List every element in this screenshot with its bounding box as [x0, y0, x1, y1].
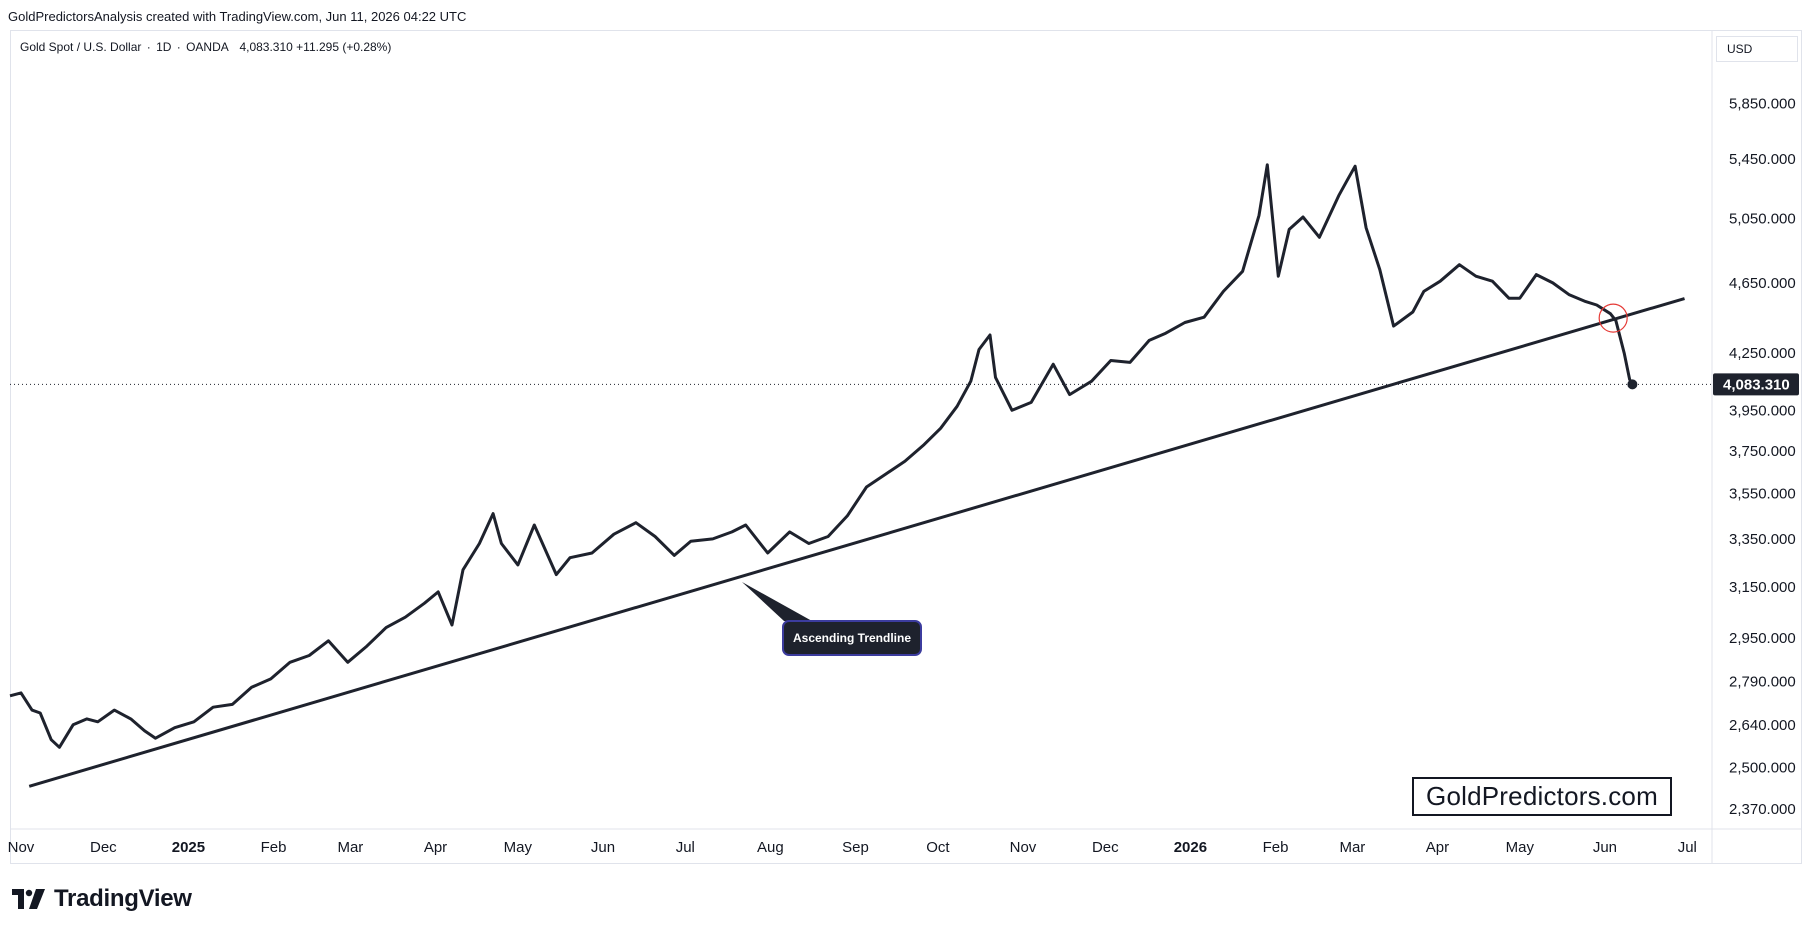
y-tick-label: 5,050.000: [1729, 211, 1796, 228]
x-tick-label: Apr: [1426, 839, 1449, 856]
x-tick-label: Jun: [1593, 839, 1617, 856]
trendline-callout[interactable]: Ascending Trendline: [742, 582, 922, 656]
x-tick-label: May: [1506, 839, 1535, 856]
legend-source: OANDA: [186, 40, 229, 54]
callout-box: [782, 620, 922, 656]
chart-attribution: GoldPredictorsAnalysis created with Trad…: [8, 9, 467, 24]
x-axis-ticks: Nov Dec 2025 Feb Mar Apr May Jun Jul Aug Sep Oct Nov…: [8, 839, 1697, 856]
x-tick-label: 2026: [1174, 839, 1207, 856]
y-tick-label: 3,750.000: [1729, 443, 1796, 460]
y-tick-label: 3,550.000: [1729, 486, 1796, 503]
x-tick-label: Jul: [676, 839, 695, 856]
x-tick-label: Aug: [757, 839, 784, 856]
y-tick-label: 2,950.000: [1729, 630, 1796, 647]
y-tick-label: 3,950.000: [1729, 402, 1796, 419]
chart-frame: [10, 30, 1802, 864]
last-price-tag-label: 4,083.310: [1723, 376, 1790, 393]
y-tick-label: 2,640.000: [1729, 717, 1796, 734]
y-axis-ticks: 2,370.000 2,500.000 2,640.000 2,790.000 2,95…: [1729, 96, 1796, 818]
callout-label: Ascending Trendline: [793, 631, 911, 645]
currency-selector[interactable]: USD: [1716, 36, 1798, 62]
x-tick-label: May: [504, 839, 533, 856]
x-tick-label: Sep: [842, 839, 869, 856]
x-tick-label: Feb: [1263, 839, 1289, 856]
x-tick-label: Oct: [926, 839, 950, 856]
y-tick-label: 2,500.000: [1729, 759, 1796, 776]
x-tick-label: Dec: [1092, 839, 1119, 856]
x-tick-label: Jul: [1678, 839, 1697, 856]
y-tick-label: 4,650.000: [1729, 275, 1796, 292]
x-tick-label: Nov: [8, 839, 35, 856]
tradingview-logo-icon: [12, 889, 45, 909]
x-tick-label: Mar: [1339, 839, 1365, 856]
legend-symbol: Gold Spot / U.S. Dollar: [20, 40, 142, 54]
last-price-tag-box: [1713, 373, 1799, 396]
legend-interval: 1D: [156, 40, 172, 54]
x-tick-label: Nov: [1010, 839, 1037, 856]
legend-change: +11.295 (+0.28%): [296, 40, 392, 54]
callout-pointer: [742, 582, 812, 621]
y-tick-label: 2,790.000: [1729, 674, 1796, 691]
x-tick-label: Jun: [591, 839, 615, 856]
watermark-label: GoldPredictors.com: [1412, 777, 1672, 816]
legend-last-price: 4,083.310: [239, 40, 293, 54]
y-tick-label: 3,150.000: [1729, 579, 1796, 596]
tradingview-footer[interactable]: TradingView: [12, 885, 192, 913]
x-tick-label: 2025: [172, 839, 205, 856]
y-tick-label: 5,850.000: [1729, 96, 1796, 113]
y-tick-label: 5,450.000: [1729, 151, 1796, 168]
price-series-line[interactable]: [9, 163, 1634, 749]
x-tick-label: Feb: [261, 839, 287, 856]
last-price-dot: [1627, 379, 1638, 390]
x-tick-label: Apr: [424, 839, 447, 856]
y-tick-label: 3,350.000: [1729, 531, 1796, 548]
last-price-tag: 4,083.310: [1713, 373, 1799, 396]
x-tick-label: Mar: [337, 839, 363, 856]
trendline-break-marker[interactable]: [1598, 303, 1628, 333]
y-tick-label: 2,370.000: [1729, 801, 1796, 818]
tradingview-brand-text: TradingView: [54, 885, 192, 912]
ascending-trendline[interactable]: [28, 297, 1685, 788]
y-tick-label: 4,250.000: [1729, 345, 1796, 362]
x-tick-label: Dec: [90, 839, 117, 856]
symbol-legend[interactable]: Gold Spot / U.S. Dollar · 1D · OANDA 4,0…: [20, 40, 392, 54]
